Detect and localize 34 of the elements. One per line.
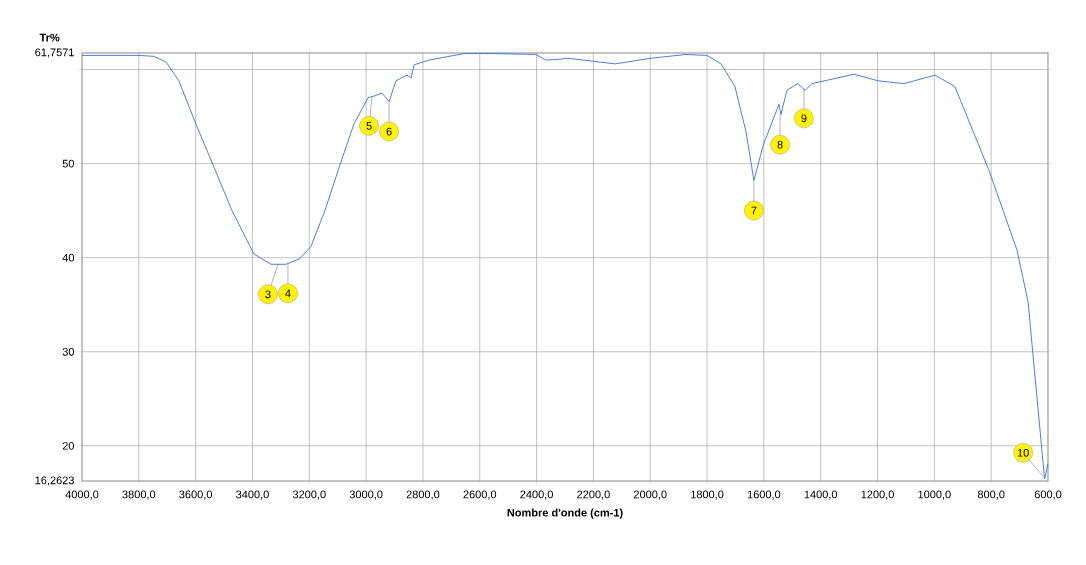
x-tick-label: 1200,0 xyxy=(861,490,894,500)
x-tick-label: 1400,0 xyxy=(804,490,838,500)
x-tick-label: 3000,0 xyxy=(349,490,383,500)
y-axis-title: Tr% xyxy=(39,33,60,42)
annotation: 5 xyxy=(366,122,372,130)
x-tick-label: 2200,0 xyxy=(577,490,610,500)
x-tick-label: 3200,0 xyxy=(292,490,326,500)
annotation: 3 xyxy=(265,290,271,299)
annotation: 4 xyxy=(285,289,291,298)
x-tick-label: 3600,0 xyxy=(179,490,213,500)
x-tick-label: 800,0 xyxy=(977,490,1005,500)
x-tick-label: 1800,0 xyxy=(691,490,724,500)
x-tick-label: 3800,0 xyxy=(122,490,156,500)
x-tick-label: 1600,0 xyxy=(747,490,781,500)
x-tick-label: 3400,0 xyxy=(236,490,269,500)
x-tick-label: 2000,0 xyxy=(633,490,667,500)
x-tick-label: 2600,0 xyxy=(463,490,497,500)
x-tick-label: 4000,0 xyxy=(65,490,99,500)
annotation: 10 xyxy=(1017,448,1029,457)
y-tick-label: 30 xyxy=(62,347,75,356)
y-tick-label: 61,7571 xyxy=(35,48,74,58)
annotation: 7 xyxy=(751,206,757,215)
x-tick-label: 600,0 xyxy=(1034,490,1062,500)
x-tick-label: 2800,0 xyxy=(406,490,440,500)
y-tick-label: 40 xyxy=(62,253,75,262)
y-tick-label: 20 xyxy=(62,441,75,450)
x-tick-label: 2400,0 xyxy=(520,490,553,500)
x-axis-title: Nombre d'onde (cm-1) xyxy=(507,508,623,519)
annotation: 8 xyxy=(777,140,783,149)
x-tick-label: 1000,0 xyxy=(918,490,951,500)
annotation: 9 xyxy=(801,114,807,123)
y-tick-label: 16,2623 xyxy=(35,476,74,486)
y-tick-label: 50 xyxy=(62,159,75,168)
annotation: 6 xyxy=(386,127,392,136)
